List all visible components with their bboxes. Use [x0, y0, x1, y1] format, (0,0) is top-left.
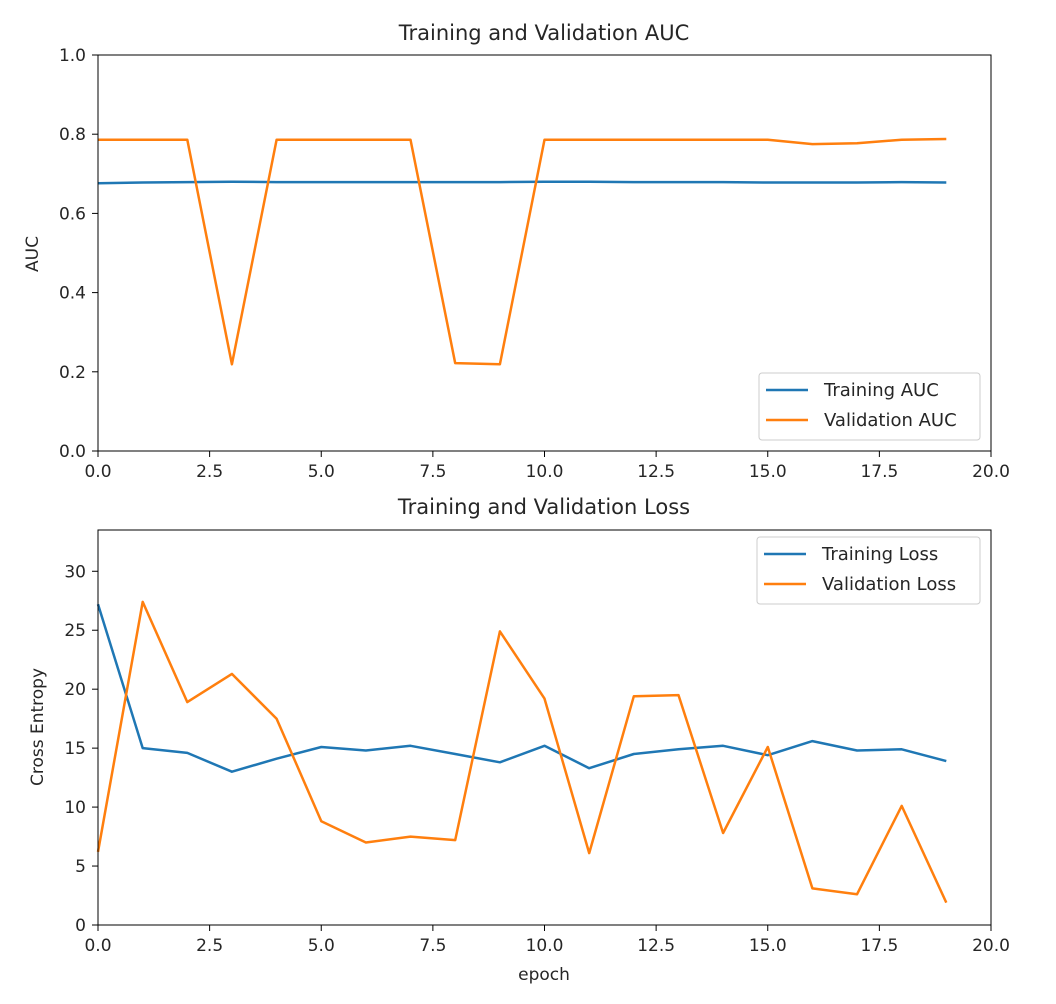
- auc-y-tick-label: 0.6: [59, 204, 86, 224]
- loss-legend: Training Loss Validation Loss: [756, 536, 981, 605]
- auc-legend-label-training: Training AUC: [823, 380, 939, 401]
- loss-y-axis-label: Cross Entropy: [28, 668, 48, 786]
- loss-plot-frame: [97, 529, 992, 926]
- loss-lines: [96, 600, 948, 904]
- auc-ticks: 0.0 2.5 5.0 7.5 10.0 12.5 15.0 17.5 20.0 0.0 0.2 0.…: [59, 46, 1010, 482]
- auc-x-tick-label: 2.5: [196, 462, 223, 482]
- loss-y-tick-label: 20: [64, 680, 86, 700]
- loss-x-tick-label: 20.0: [972, 936, 1010, 956]
- auc-legend-label-validation: Validation AUC: [824, 410, 957, 431]
- auc-legend: Training AUC Validation AUC: [758, 372, 981, 441]
- auc-chart-title: Training and Validation AUC: [398, 21, 690, 45]
- loss-chart-title: Training and Validation Loss: [397, 495, 690, 519]
- loss-x-tick-label: 15.0: [749, 936, 787, 956]
- validation-loss-line: [96, 600, 948, 904]
- loss-legend-label-training: Training Loss: [821, 544, 938, 565]
- auc-x-tick-label: 7.5: [419, 462, 446, 482]
- auc-x-tick-label: 10.0: [526, 462, 564, 482]
- auc-chart: Training and Validation AUC AUC 0.0 2.5 5.…: [23, 21, 1010, 482]
- loss-x-tick-label: 5.0: [308, 936, 335, 956]
- validation-auc-line: [98, 137, 947, 366]
- loss-x-tick-label: 7.5: [419, 936, 446, 956]
- auc-y-tick-label: 0.8: [59, 125, 86, 145]
- loss-x-tick-label: 2.5: [196, 936, 223, 956]
- auc-x-tick-label: 5.0: [308, 462, 335, 482]
- training-loss-line: [96, 603, 947, 773]
- auc-lines: [97, 137, 947, 366]
- auc-x-tick-label: 15.0: [749, 462, 787, 482]
- loss-x-tick-label: 10.0: [526, 936, 564, 956]
- auc-x-tick-label: 20.0: [972, 462, 1010, 482]
- training-auc-line: [97, 180, 947, 185]
- loss-legend-label-validation: Validation Loss: [822, 574, 956, 595]
- loss-legend-box: [756, 536, 981, 605]
- loss-x-tick-label: 12.5: [637, 936, 675, 956]
- loss-x-tick-label: 0.0: [84, 936, 111, 956]
- auc-legend-box: [758, 372, 981, 441]
- loss-ticks: 0.0 2.5 5.0 7.5 10.0 12.5 15.0 17.5 20.0 0 5 10 15 20…: [64, 562, 1010, 956]
- loss-x-axis-label: epoch: [518, 965, 570, 985]
- auc-plot-frame: [97, 54, 992, 452]
- auc-y-axis-label: AUC: [23, 236, 43, 272]
- auc-y-tick-label: 0.2: [59, 363, 86, 383]
- loss-y-tick-label: 0: [75, 916, 86, 936]
- auc-y-tick-label: 0.4: [59, 284, 86, 304]
- auc-y-tick-label: 0.0: [59, 442, 86, 462]
- auc-x-tick-label: 0.0: [84, 462, 111, 482]
- loss-chart: Training and Validation Loss Cross Entro…: [28, 495, 1010, 985]
- loss-x-tick-label: 17.5: [860, 936, 898, 956]
- loss-y-tick-label: 25: [64, 621, 86, 641]
- auc-y-tick-label: 1.0: [59, 46, 86, 66]
- auc-x-tick-label: 17.5: [860, 462, 898, 482]
- loss-y-tick-label: 30: [64, 562, 86, 582]
- loss-y-tick-label: 5: [75, 857, 86, 877]
- auc-x-tick-label: 12.5: [637, 462, 675, 482]
- loss-y-tick-label: 15: [64, 739, 86, 759]
- loss-y-tick-label: 10: [64, 798, 86, 818]
